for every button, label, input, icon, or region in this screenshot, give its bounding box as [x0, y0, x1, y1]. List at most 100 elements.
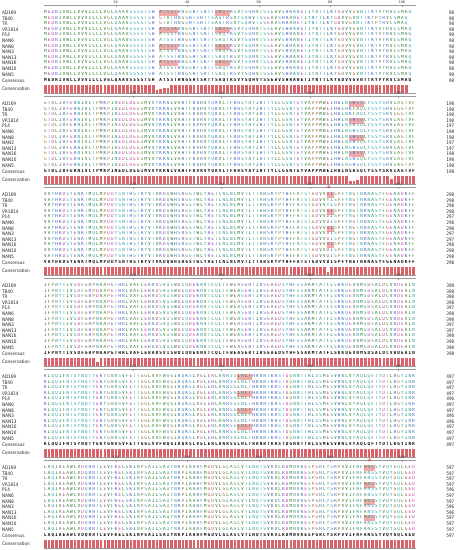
conservation-bar: [200, 448, 203, 457]
sequence-row: NAN13 IFPNYTIVSDFGRPNAAPETHRLVAFLERADSVIS…: [0, 328, 458, 334]
conservation-bar: [203, 266, 207, 275]
conservation-bar: [77, 539, 81, 548]
sequence-text: GTDLIRFERNIVCTPMKPINEDLDEGIMVVYKRNIVAHTF…: [44, 112, 415, 118]
conservation-bar: [84, 357, 88, 366]
conservation-bar: [334, 175, 337, 184]
conservation-bar: [278, 266, 282, 275]
conservation-bar: [110, 175, 114, 184]
consensus-sequence: KLQQIFNTSYNQTYEKYGNVSVFETTGGLVVFWQGIKQKS…: [44, 442, 416, 448]
sequence-row: NAN5 KLQQIFNTSYNQTYEKYGNVSVFETTGGLVVFWQGI…: [0, 436, 458, 442]
sequence-text: GTDLIRFERNIVCTPMKPINEDLDEGIMVVYKRNIVAHTF…: [44, 151, 415, 158]
ruler-tick-mark: [221, 96, 223, 98]
sequence-name: NAN16: [2, 424, 17, 430]
sequence-name: TR: [2, 294, 8, 300]
conservation-bar: [386, 539, 389, 548]
conservation-bar: [237, 448, 241, 457]
conservation-bar: [88, 175, 92, 184]
sequence-row: TB40 VAYHRDSYENKTMQLMPDDYSNTHSTRYVTVKDQWH…: [0, 198, 458, 204]
consensus-row: Consensus LAQIAEAWCVDQRRTLEVFKELSKINPSAIL…: [0, 533, 458, 539]
conservation-bar: [304, 84, 308, 93]
conservation-bar: [144, 175, 148, 184]
conservation-bar: [159, 88, 162, 93]
consensus-end-position: 497: [446, 442, 454, 448]
conservation-bar: [174, 175, 177, 184]
conservation-bar: [125, 448, 129, 457]
conservation-bar: [326, 84, 330, 93]
ruler-tick-mark: [258, 5, 260, 7]
sequence-name: P14: [2, 487, 10, 493]
sequence-row: TR IFPNYTIVSDFGRPDAAPETHRLVAFLERADSVISWDI…: [0, 294, 458, 300]
conservation-bar: [58, 357, 62, 366]
conservation-bar: [241, 539, 244, 548]
conservation-bar: [144, 448, 148, 457]
conservation-bar: [81, 448, 84, 457]
conservation-bar: [401, 266, 404, 275]
conservation-bar: [363, 266, 367, 275]
conservation-bar: [311, 266, 315, 275]
sequence-name: NAN5: [2, 162, 14, 168]
conservation-bar: [81, 84, 84, 93]
conservation-bar: [70, 448, 73, 457]
ruler-tick-label: 360: [306, 273, 313, 277]
ruler-tick-mark: [187, 5, 189, 7]
conservation-bar: [263, 539, 267, 548]
conservation-bar: [177, 539, 181, 548]
conservation-bar: [371, 539, 375, 548]
sequence-text: GTDLIRFERNIVCTPMKPINEDLDEGIMVVYKRNIVAHTF…: [44, 145, 415, 151]
conservation-bar: [244, 448, 248, 457]
conservation-bar: [289, 539, 293, 548]
conservation-bar: [267, 266, 270, 275]
marker-star: *: [367, 457, 372, 466]
sequence-row: NAN13 KLQQIFNTSYNQTYEKYGNVSVFETTGGLVVFWQG…: [0, 419, 458, 425]
alignment-block: 520 540 560 580 600 * AD169 LAQIAEAWCVDQRRTLEVF…: [0, 455, 458, 549]
sequence-text: MEDRIVWLLVVVILCLVGLQAAVSSSSTSH GTATHNGSH…: [44, 21, 408, 27]
ruler-tick-mark: [398, 278, 400, 280]
conservation-bar: [323, 175, 326, 184]
conservation-bar: [96, 448, 99, 457]
position-ruler: 520 540 560 580 600: [44, 455, 416, 464]
conservation-bar: [296, 266, 300, 275]
sequence-row: NAN16 VAYHRDSYENKTMQLMPDDYSNTHSTRYVTVKDQW…: [0, 242, 458, 249]
conservation-bar: [148, 448, 151, 457]
conservation-bar: [356, 179, 360, 184]
sequence-row: AD169 VAYHRDSYENKTMQLMPDDYSNTHSTRYVTVKDQW…: [0, 192, 458, 198]
conservation-bar: [256, 357, 259, 366]
sequence-end-position: 198: [446, 112, 454, 118]
conservation-bar: [129, 539, 133, 548]
conservation-bar: [326, 539, 330, 548]
sequence-end-position: 198: [446, 106, 454, 112]
conservation-bar: [73, 448, 77, 457]
conservation-bar: [319, 448, 322, 457]
conservation-bar: [382, 84, 386, 93]
conservation-bar: [241, 175, 244, 184]
consensus-row: Consensus MEDRIVWLLVVVILCLVGLQAAVSSSSTSH …: [0, 78, 458, 84]
conservation-bar: [207, 357, 211, 366]
conservation-bar: [363, 357, 367, 366]
conservation-bar: [58, 266, 62, 275]
sequence-text: IFPNYTIVSDFGRPNAAPETHRLVAFLERADSVISWDIQD…: [44, 339, 415, 344]
sequence-name: AD169: [2, 192, 17, 197]
conservation-bar: [181, 175, 185, 184]
conservation-bar: [408, 539, 412, 548]
conservation-bar: [51, 84, 55, 93]
conservation-bar: [166, 88, 170, 93]
conservation-bar: [200, 539, 203, 548]
conservation-bar: [192, 84, 196, 93]
conservation-bar: [360, 357, 363, 366]
sequence-name: NAN3: [2, 49, 14, 55]
sequence-text: GTDLIRFERNIVCTPMKPINEDLDEGIMVVYKRNIVAHTF…: [44, 106, 415, 112]
sequence-name: AD169: [2, 283, 17, 288]
conservation-bar: [144, 84, 148, 93]
conservation-bar: [263, 84, 267, 93]
conservation-bar: [367, 175, 371, 184]
conservation-label: Conservation: [2, 540, 30, 546]
conservation-bar: [84, 175, 88, 184]
conservation-bar: [341, 357, 345, 366]
conservation-bar: [99, 266, 103, 275]
conservation-bar: [155, 448, 159, 457]
conservation-bar: [174, 266, 177, 275]
conservation-bar: [192, 448, 196, 457]
conservation-bar: [319, 266, 322, 275]
conservation-bar: [129, 357, 133, 366]
conservation-bar: [125, 84, 129, 93]
